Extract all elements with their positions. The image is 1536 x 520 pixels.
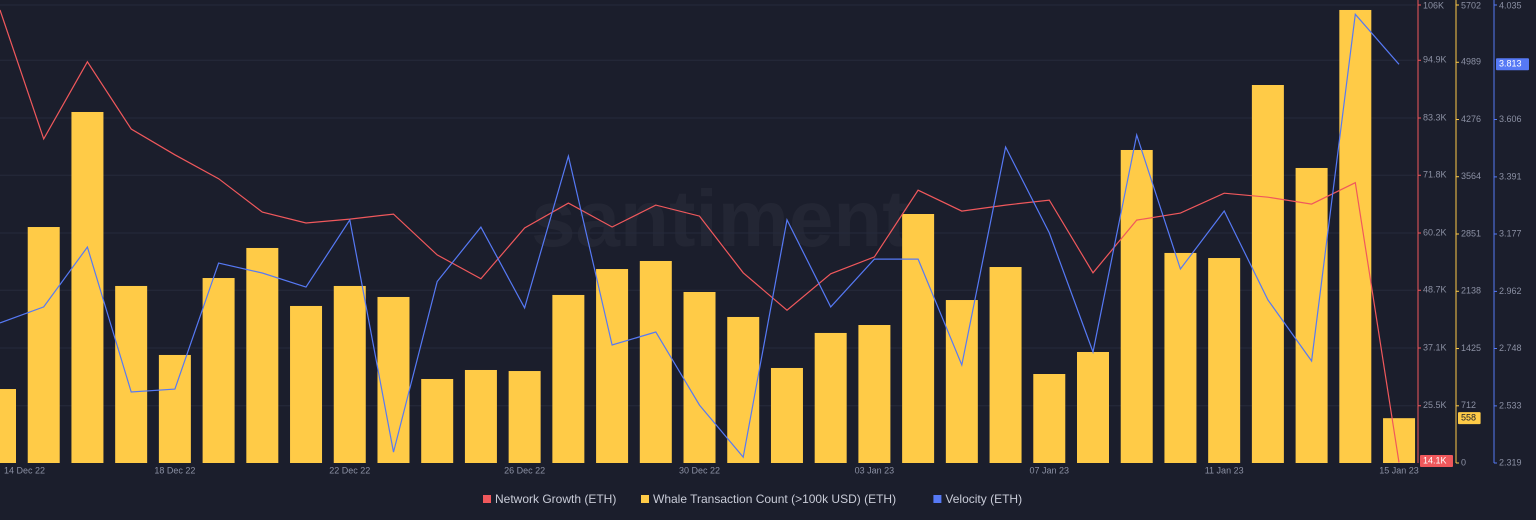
- y-tick-label: 71.8K: [1423, 170, 1447, 180]
- x-tick-label: 18 Dec 22: [154, 465, 195, 475]
- y-tick-label: 2.319: [1499, 457, 1522, 467]
- y-tick-label: 106K: [1423, 0, 1444, 10]
- bar: [552, 294, 585, 463]
- value-label: 14.1K: [1423, 455, 1447, 465]
- bar: [858, 325, 891, 463]
- bar: [1295, 167, 1328, 464]
- bar: [508, 371, 541, 463]
- line: [0, 12, 1400, 459]
- value-label: 558: [1461, 413, 1476, 423]
- y-tick-label: 2.748: [1499, 343, 1522, 353]
- y-tick-label: 94.9K: [1423, 55, 1447, 65]
- bar: [246, 247, 279, 463]
- y-tick-label: 2851: [1461, 228, 1481, 238]
- bar: [727, 316, 760, 463]
- line: [0, 9, 1400, 463]
- bar: [71, 111, 104, 463]
- legend-swatch: [933, 495, 942, 503]
- value-label-box: [1420, 455, 1453, 467]
- value-label-box: [1458, 412, 1481, 425]
- bar: [0, 389, 16, 463]
- bar: [27, 227, 60, 463]
- bar: [158, 354, 191, 463]
- x-tick-label: 11 Jan 23: [1205, 465, 1244, 475]
- bar: [1383, 418, 1416, 463]
- legend-label: Velocity (ETH): [945, 492, 1022, 506]
- legend-swatch: [483, 495, 491, 503]
- bar: [290, 305, 323, 463]
- watermark: santiment: [531, 174, 909, 263]
- bar: [1164, 252, 1197, 463]
- legend-label: Network Growth (ETH): [495, 492, 616, 506]
- x-tick-label: 22 Dec 22: [329, 465, 370, 475]
- y-tick-label: 48.7K: [1423, 285, 1447, 295]
- bar: [1251, 85, 1284, 463]
- bar: [902, 213, 935, 463]
- x-tick-label: 15 Jan 23: [1379, 465, 1419, 475]
- bar: [1339, 9, 1372, 463]
- y-tick-label: 4276: [1461, 114, 1481, 124]
- bar: [377, 296, 410, 463]
- y-tick-label: 2.533: [1499, 400, 1522, 410]
- y-tick-label: 4989: [1461, 57, 1481, 67]
- x-tick-label: 03 Jan 23: [855, 465, 895, 475]
- x-tick-label: 07 Jan 23: [1030, 465, 1070, 475]
- y-tick-label: 3.177: [1499, 228, 1522, 238]
- y-tick-label: 25.5K: [1423, 400, 1447, 410]
- bar: [1077, 351, 1109, 463]
- bar: [1120, 149, 1153, 463]
- bar: [989, 267, 1022, 463]
- value-label: 3.813: [1499, 59, 1522, 69]
- value-label-box: [1496, 58, 1529, 71]
- y-tick-label: 1425: [1461, 343, 1481, 353]
- y-tick-label: 3564: [1461, 171, 1481, 181]
- y-tick-label: 712: [1461, 400, 1476, 410]
- legend-swatch: [641, 495, 649, 503]
- x-tick-label: 30 Dec 22: [679, 465, 720, 475]
- y-tick-label: 2.962: [1499, 286, 1522, 296]
- bar: [1208, 258, 1241, 463]
- x-tick-label: 14 Dec 22: [4, 465, 45, 475]
- y-tick-label: 2138: [1461, 286, 1481, 296]
- bar: [115, 285, 148, 463]
- y-tick-label: 3.606: [1499, 114, 1522, 124]
- bar: [683, 291, 716, 463]
- bar: [202, 278, 235, 463]
- bar: [814, 332, 847, 463]
- y-tick-label: 83.3K: [1423, 112, 1447, 122]
- bar: [639, 260, 672, 463]
- bar: [770, 367, 803, 463]
- legend-label: Whale Transaction Count (>100k USD) (ETH…: [653, 492, 896, 506]
- y-tick-label: 5702: [1461, 0, 1481, 10]
- bar: [421, 378, 454, 463]
- bar: [945, 300, 978, 463]
- bar: [464, 369, 497, 463]
- y-tick-label: 0: [1461, 457, 1466, 467]
- y-tick-label: 3.391: [1499, 171, 1522, 181]
- bar: [1033, 374, 1066, 463]
- x-tick-label: 26 Dec 22: [504, 465, 545, 475]
- y-tick-label: 4.035: [1499, 0, 1522, 10]
- bar: [333, 285, 366, 463]
- y-tick-label: 37.1K: [1423, 342, 1447, 352]
- y-tick-label: 60.2K: [1423, 227, 1447, 237]
